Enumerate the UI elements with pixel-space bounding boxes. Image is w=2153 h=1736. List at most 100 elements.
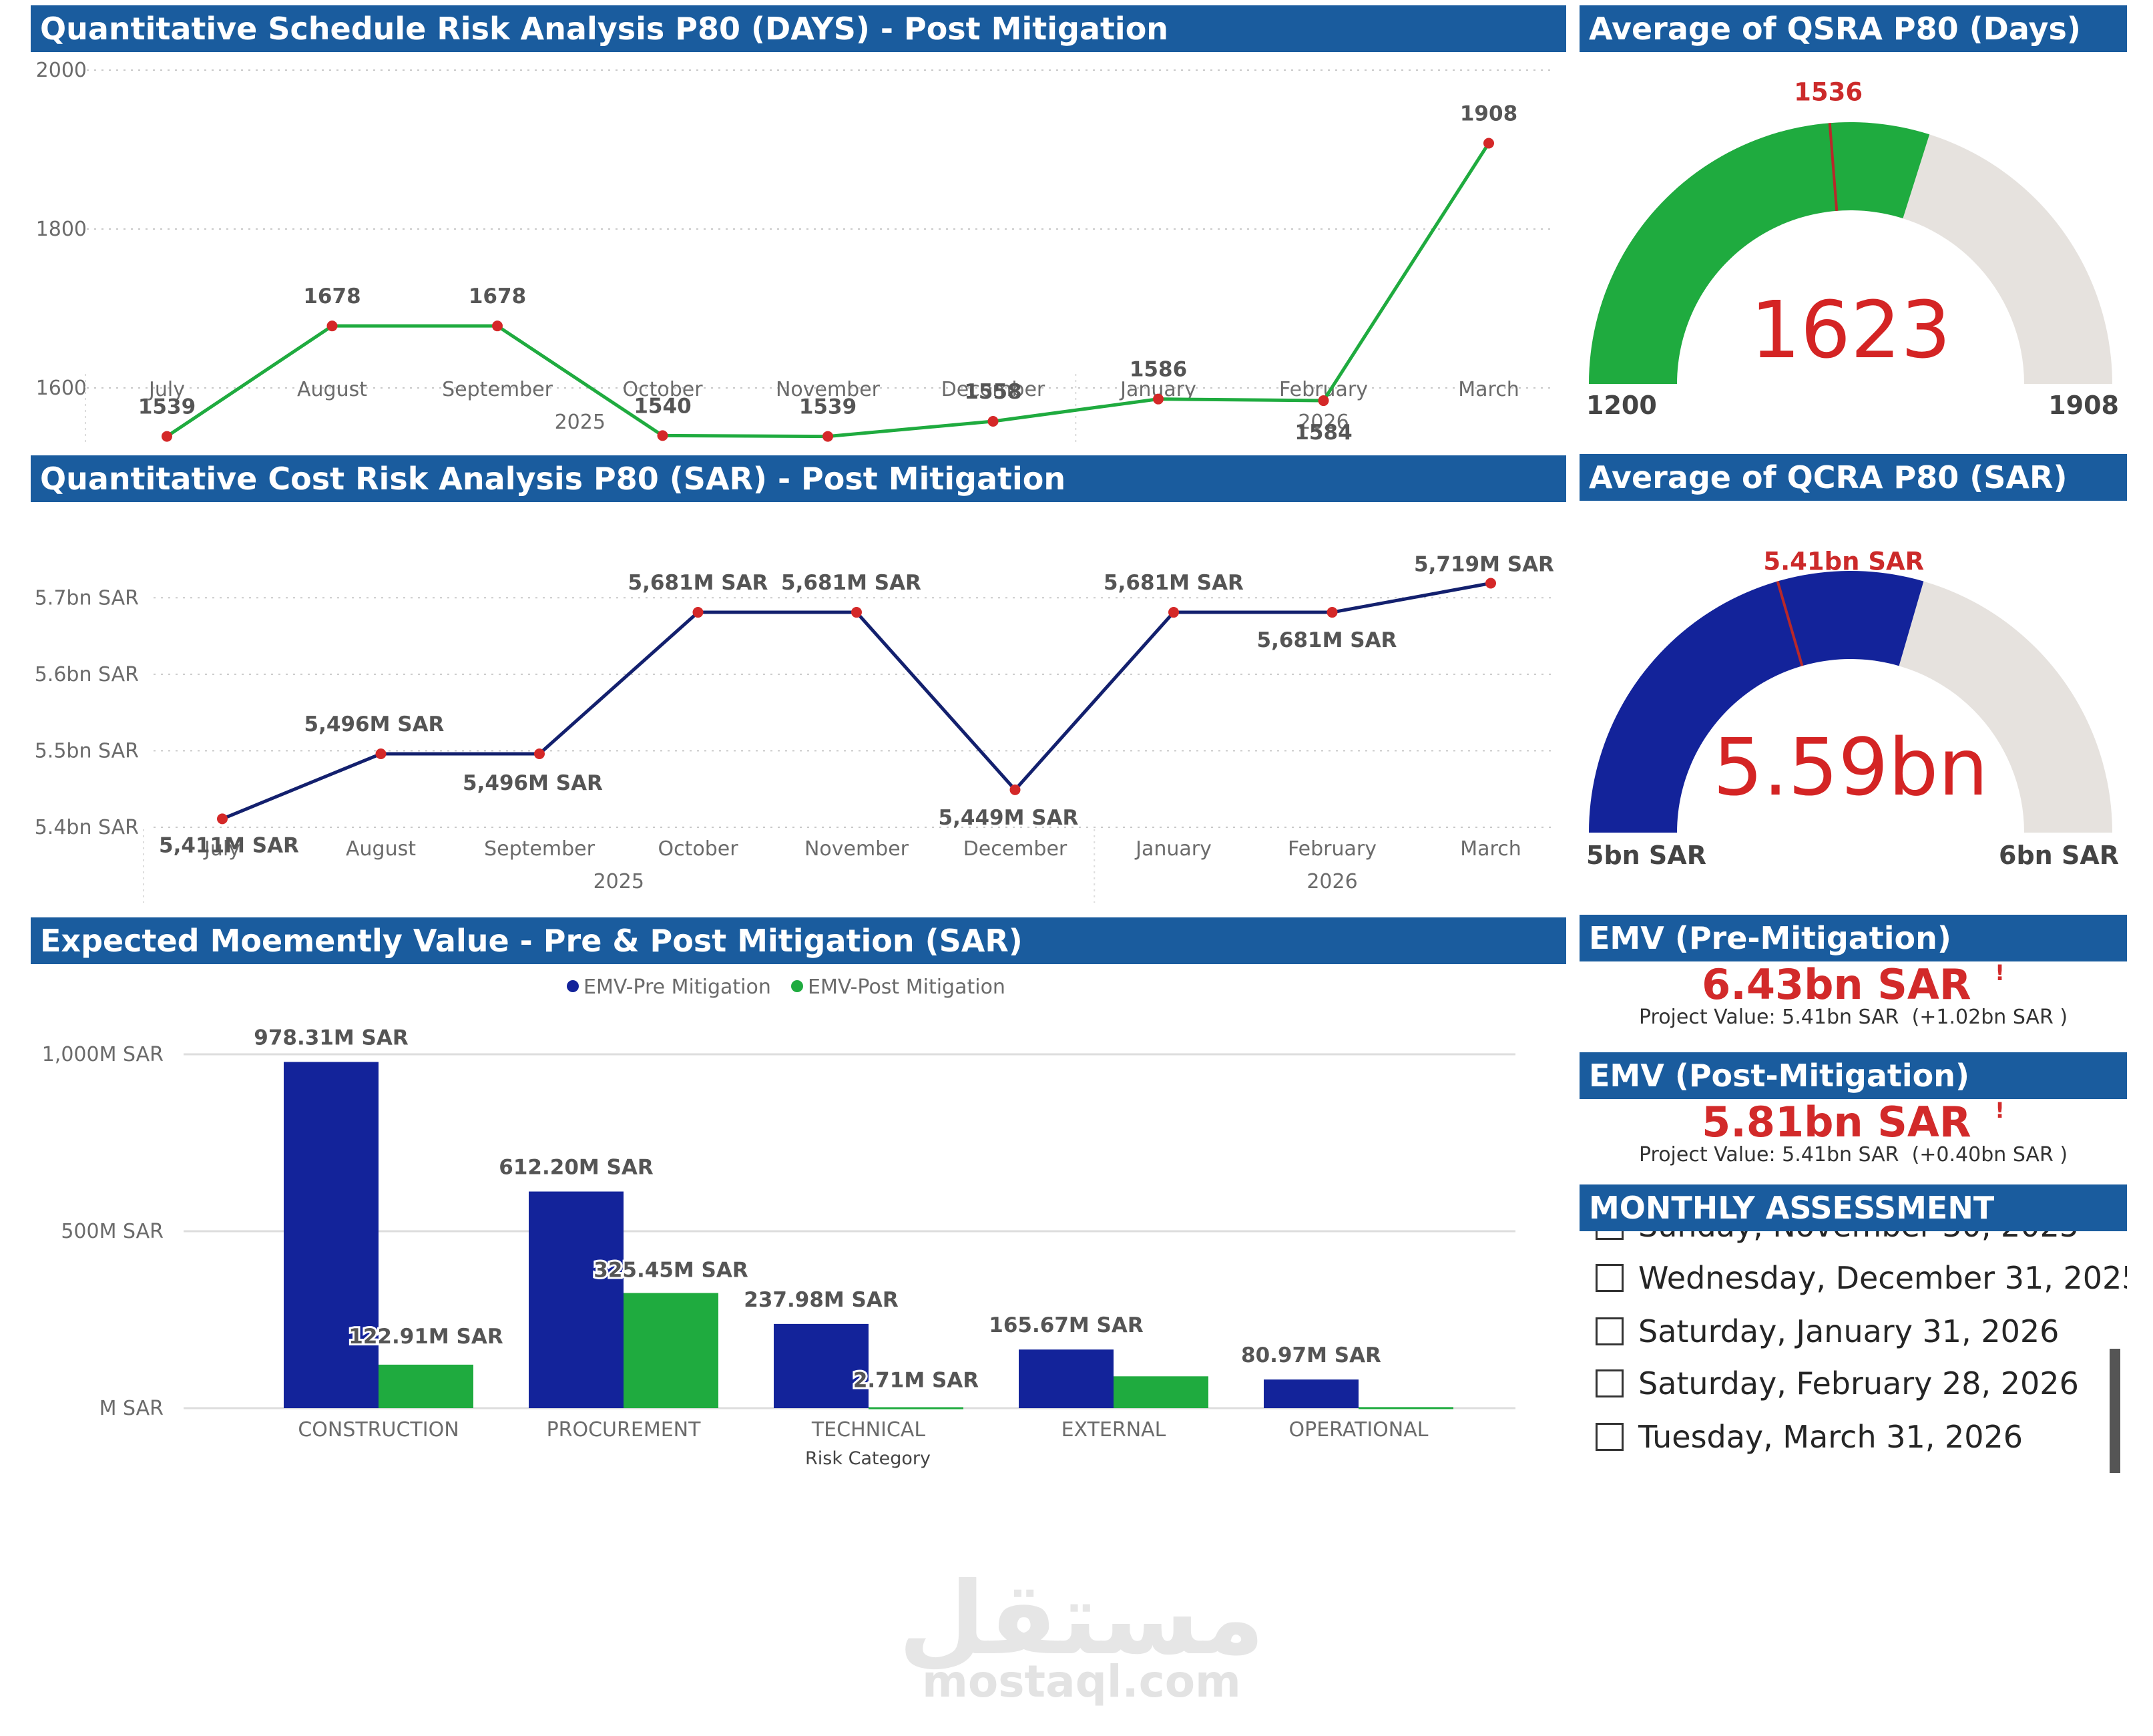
- slicer-item[interactable]: Saturday, January 31, 2026: [1596, 1311, 2059, 1351]
- y-tick-label: M SAR: [99, 1397, 164, 1420]
- year-label: 2025: [555, 411, 606, 434]
- gauge-value: 5.59bn: [1713, 721, 1988, 813]
- x-tick-label: October: [622, 378, 703, 401]
- data-point: [534, 748, 545, 760]
- data-point: [1153, 393, 1164, 405]
- checkbox[interactable]: [1596, 1317, 1624, 1345]
- monthly-assessment-list[interactable]: Sunday, November 30, 2025 Wednesday, Dec…: [1580, 1188, 2127, 1476]
- slicer-item[interactable]: Wednesday, December 31, 2025: [1596, 1258, 2127, 1298]
- y-tick-label: 1800: [36, 218, 87, 241]
- gauge-min-label: 5bn SAR: [1586, 841, 1706, 870]
- year-label: 2025: [593, 870, 644, 893]
- x-tick-label: August: [297, 378, 367, 401]
- data-point: [1485, 578, 1496, 589]
- gauge-max-label: 1908: [2048, 391, 2119, 420]
- emv-pre-subtitle: Project Value: 5.41bn SAR (+1.02bn SAR ): [1580, 1006, 2127, 1029]
- bar: [1264, 1379, 1359, 1408]
- slicer-item-label: Saturday, January 31, 2026: [1638, 1313, 2060, 1349]
- slicer-item-label: Saturday, February 28, 2026: [1638, 1365, 2079, 1401]
- data-label: 5,681M SAR: [781, 571, 921, 595]
- slicer-item[interactable]: Tuesday, March 31, 2026: [1596, 1417, 2023, 1457]
- data-label: 1540: [634, 394, 691, 418]
- data-label: 237.98M SAR: [744, 1288, 899, 1312]
- y-tick-label: 5.5bn SAR: [35, 739, 139, 763]
- emv-bar-chart[interactable]: M SAR 500M SAR 1,000M SAR EMV-Pre Mitigatio…: [0, 964, 1576, 1485]
- gauge-target-label: 1536: [1794, 77, 1863, 106]
- cost-line-chart[interactable]: 5.4bn SAR 5.5bn SAR 5.6bn SAR 5.7bn SAR 2025…: [0, 502, 1576, 913]
- x-tick-label: TECHNICAL: [811, 1418, 926, 1442]
- data-point: [987, 415, 999, 427]
- y-tick-label: 1600: [36, 377, 87, 400]
- data-label: 165.67M SAR: [989, 1313, 1144, 1337]
- data-label: 978.31M SAR: [254, 1026, 409, 1050]
- bar: [529, 1191, 624, 1408]
- data-label: 1678: [469, 284, 526, 308]
- data-point: [822, 431, 833, 442]
- emv-pre-project-value: Project Value: 5.41bn SAR: [1638, 1006, 1899, 1029]
- data-point: [217, 813, 228, 825]
- legend-marker: [791, 980, 803, 992]
- emv-pre-value-row: 6.43bn SAR !: [1580, 960, 2127, 1009]
- checkbox[interactable]: [1596, 1369, 1624, 1397]
- checkbox[interactable]: [1596, 1264, 1624, 1292]
- qcra-gauge-title: Average of QCRA P80 (SAR): [1580, 454, 2127, 501]
- y-tick-label: 500M SAR: [61, 1220, 164, 1243]
- alert-icon: !: [1995, 1098, 2005, 1123]
- slicer-item[interactable]: Saturday, February 28, 2026: [1596, 1363, 2079, 1403]
- cost-chart-title: Quantitative Cost Risk Analysis P80 (SAR…: [31, 455, 1566, 502]
- gauge-fill: [1589, 122, 1930, 385]
- year-label: 2026: [1298, 411, 1349, 434]
- data-point: [851, 607, 862, 618]
- data-point: [162, 431, 172, 442]
- data-point: [657, 430, 668, 441]
- year-label: 2026: [1306, 870, 1357, 893]
- x-tick-label: August: [346, 837, 416, 861]
- emv-post-project-value: Project Value: 5.41bn SAR: [1638, 1143, 1899, 1166]
- x-tick-label: OPERATIONAL: [1289, 1418, 1429, 1442]
- data-label: 2.71M SAR: [853, 1369, 979, 1393]
- series-line: [222, 582, 1491, 821]
- gauge-max-label: 6bn SAR: [1999, 841, 2119, 870]
- data-point: [1168, 607, 1179, 618]
- data-label: 122.91M SAR: [348, 1325, 503, 1349]
- bar: [1359, 1407, 1453, 1409]
- x-tick-label: CONSTRUCTION: [298, 1418, 459, 1442]
- legend-label: EMV-Pre Mitigation: [583, 975, 771, 999]
- data-label: 5,681M SAR: [1257, 628, 1397, 652]
- legend-marker: [567, 980, 579, 992]
- gauge-fill: [1589, 571, 1924, 833]
- emv-post-value-row: 5.81bn SAR !: [1580, 1098, 2127, 1146]
- data-point: [1483, 138, 1494, 149]
- data-point: [1009, 784, 1021, 795]
- schedule-line-chart[interactable]: 1600 1800 2000 2025 2026 July August September O…: [0, 53, 1576, 447]
- slicer-item-label: Tuesday, March 31, 2026: [1638, 1419, 2023, 1455]
- emv-post-title: EMV (Post-Mitigation): [1580, 1052, 2127, 1099]
- x-tick-label: November: [776, 378, 881, 401]
- slicer-item-label: Wednesday, December 31, 2025: [1638, 1260, 2127, 1296]
- bar: [869, 1407, 963, 1409]
- bar: [1019, 1349, 1114, 1408]
- x-axis-title: Risk Category: [805, 1448, 931, 1469]
- x-tick-label: EXTERNAL: [1061, 1418, 1166, 1442]
- schedule-chart-title: Quantitative Schedule Risk Analysis P80 …: [31, 5, 1566, 52]
- slicer-scrollbar[interactable]: [2110, 1349, 2120, 1473]
- bar: [284, 1062, 379, 1408]
- gauge-value: 1623: [1750, 284, 1951, 376]
- gauge-min-label: 1200: [1586, 391, 1657, 420]
- qsra-gauge-title: Average of QSRA P80 (Days): [1580, 5, 2127, 52]
- data-label: 5,496M SAR: [304, 712, 445, 736]
- data-point: [375, 748, 387, 760]
- checkbox[interactable]: [1596, 1423, 1624, 1451]
- gauge-target-marker: [1828, 123, 1839, 211]
- bar: [774, 1323, 869, 1408]
- watermark-latin: mostaql.com: [922, 1656, 1241, 1707]
- x-tick-label: December: [963, 837, 1067, 861]
- monthly-assessment-title: MONTHLY ASSESSMENT: [1580, 1184, 2127, 1231]
- x-tick-label: October: [658, 837, 738, 861]
- data-point: [1318, 395, 1329, 407]
- x-tick-label: December: [941, 378, 1045, 401]
- data-label: 612.20M SAR: [499, 1156, 654, 1180]
- data-label: 1586: [1130, 358, 1187, 382]
- data-label: 5,449M SAR: [939, 806, 1079, 830]
- x-tick-label: November: [804, 837, 909, 861]
